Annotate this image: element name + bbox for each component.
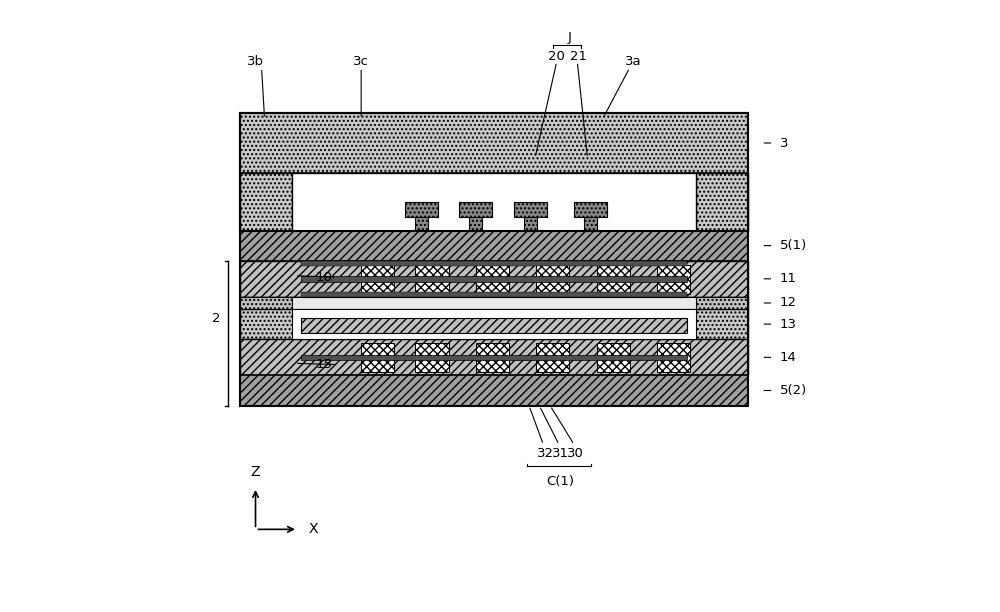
- Bar: [469, 212, 482, 231]
- Text: J: J: [567, 31, 571, 44]
- Text: C(1): C(1): [546, 474, 574, 488]
- Text: 11: 11: [779, 272, 796, 285]
- Text: 32: 32: [537, 447, 554, 460]
- Bar: [240, 231, 748, 261]
- Bar: [240, 113, 748, 231]
- Bar: [301, 261, 687, 266]
- Bar: [301, 277, 687, 282]
- Text: 13: 13: [779, 318, 796, 330]
- Text: 21: 21: [570, 50, 587, 62]
- Bar: [696, 173, 748, 231]
- Bar: [415, 212, 428, 231]
- Bar: [361, 265, 394, 294]
- Bar: [240, 113, 748, 406]
- Bar: [536, 343, 569, 373]
- Bar: [657, 343, 690, 373]
- Bar: [301, 291, 687, 297]
- Bar: [597, 343, 630, 373]
- Bar: [574, 202, 607, 217]
- Bar: [301, 355, 687, 360]
- Bar: [415, 343, 449, 373]
- Bar: [240, 309, 748, 339]
- Bar: [597, 265, 630, 294]
- Text: 3a: 3a: [624, 55, 641, 68]
- Bar: [405, 202, 438, 217]
- Bar: [696, 297, 748, 309]
- Bar: [657, 265, 690, 294]
- Text: 12: 12: [779, 296, 796, 310]
- Bar: [514, 202, 547, 217]
- Bar: [301, 318, 687, 333]
- Text: 3b: 3b: [247, 55, 264, 68]
- Bar: [476, 343, 509, 373]
- Bar: [584, 212, 597, 231]
- Text: X: X: [308, 523, 318, 536]
- Bar: [240, 173, 292, 231]
- Bar: [415, 265, 449, 294]
- Text: 5(2): 5(2): [779, 384, 807, 397]
- Bar: [292, 297, 696, 309]
- Bar: [240, 261, 748, 297]
- Text: 10: 10: [316, 271, 333, 283]
- Text: 3c: 3c: [353, 55, 369, 68]
- Text: 3: 3: [779, 136, 788, 149]
- Bar: [240, 297, 748, 309]
- Bar: [459, 202, 492, 217]
- Bar: [536, 265, 569, 294]
- Text: 14: 14: [779, 351, 796, 364]
- Bar: [476, 265, 509, 294]
- Text: 5(1): 5(1): [779, 239, 807, 252]
- Text: 30: 30: [567, 447, 584, 460]
- Bar: [524, 212, 537, 231]
- Text: 2: 2: [212, 312, 221, 324]
- Bar: [240, 339, 748, 375]
- Text: 20: 20: [548, 50, 565, 62]
- Bar: [240, 297, 292, 309]
- Bar: [292, 173, 696, 231]
- Text: 31: 31: [552, 447, 569, 460]
- Bar: [292, 309, 696, 339]
- Bar: [361, 343, 394, 373]
- Text: 15: 15: [316, 358, 333, 371]
- Bar: [240, 375, 748, 406]
- Text: Z: Z: [251, 465, 260, 479]
- Bar: [240, 113, 748, 173]
